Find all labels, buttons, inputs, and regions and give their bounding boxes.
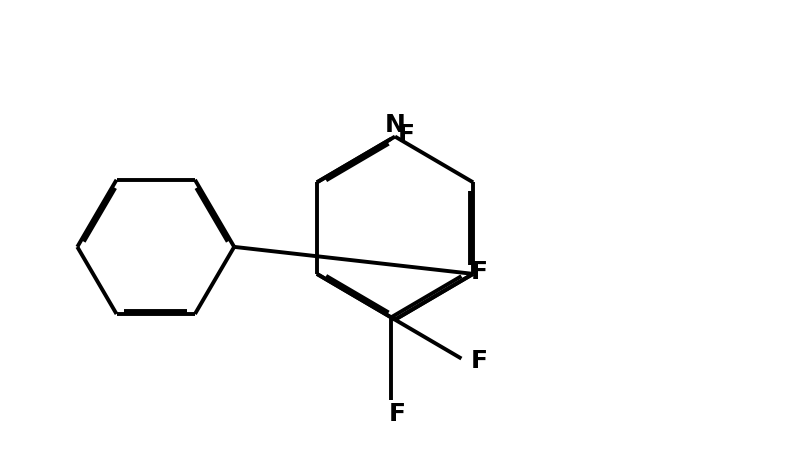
Text: N: N [385, 113, 405, 137]
Text: F: F [471, 260, 487, 284]
Text: F: F [389, 401, 405, 426]
Text: F: F [397, 123, 415, 147]
Text: F: F [471, 349, 487, 372]
